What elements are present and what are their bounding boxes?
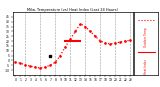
Text: Outdoor Temp: Outdoor Temp bbox=[144, 28, 148, 48]
Title: Milw. Temperature (vs) Heat Index (Last 24 Hours): Milw. Temperature (vs) Heat Index (Last … bbox=[27, 7, 118, 11]
Text: Heat Index: Heat Index bbox=[144, 59, 148, 74]
